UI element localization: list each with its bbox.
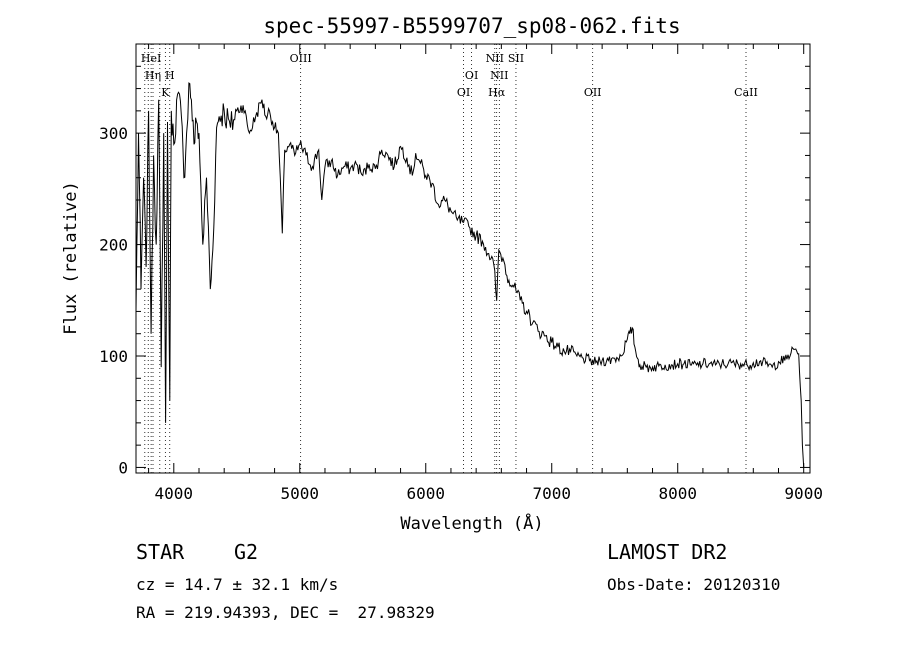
line-label: OIII: [290, 52, 312, 65]
object-subclass: G2: [234, 540, 259, 564]
survey-name: LAMOST DR2: [607, 540, 728, 564]
y-tick-label: 100: [99, 347, 128, 366]
line-label: HeI: [141, 52, 161, 65]
emission-line-markers: [144, 44, 747, 473]
x-tick-label: 4000: [155, 484, 194, 503]
object-class: STAR: [136, 540, 185, 564]
x-axis-label: Wavelength (Å): [400, 512, 543, 534]
plot-frame: [135, 43, 811, 474]
x-tick-label: 6000: [406, 484, 445, 503]
y-axis-ticks: 0 100 200 300: [99, 65, 810, 477]
x-tick-label: 5000: [281, 484, 320, 503]
line-label: NII: [490, 69, 508, 82]
coordinates-line: RA = 219.94393, DEC = 27.98329: [136, 603, 435, 622]
redshift-line: cz = 14.7 ± 32.1 km/s: [136, 575, 339, 594]
x-tick-label: 7000: [532, 484, 571, 503]
line-label: Hη: [145, 69, 161, 82]
x-axis-ticks: 4000 5000 6000 7000 8000 9000: [148, 44, 823, 503]
x-tick-label: 9000: [784, 484, 823, 503]
y-axis-label: Flux (relative): [61, 181, 81, 335]
line-label: CaII: [734, 86, 758, 99]
line-label: OI: [457, 86, 470, 99]
line-label: OI: [465, 69, 478, 82]
line-label: NII: [486, 52, 504, 65]
line-label: K: [161, 86, 170, 99]
chart-title: spec-55997-B5599707_sp08-062.fits: [263, 14, 680, 38]
x-tick-label: 8000: [658, 484, 697, 503]
y-tick-label: 300: [99, 124, 128, 143]
observation-date: Obs-Date: 20120310: [607, 575, 781, 594]
line-label: H: [165, 69, 175, 82]
line-label: SII: [508, 52, 524, 65]
y-tick-label: 0: [118, 458, 128, 477]
line-annotations: HeI Hη HK OIII OI OI NII NII Hα SII OII CaII: [141, 52, 758, 99]
line-label: Hα: [488, 86, 506, 99]
spectrum-line: [135, 82, 805, 468]
line-label: OII: [584, 86, 602, 99]
y-tick-label: 200: [99, 236, 128, 255]
